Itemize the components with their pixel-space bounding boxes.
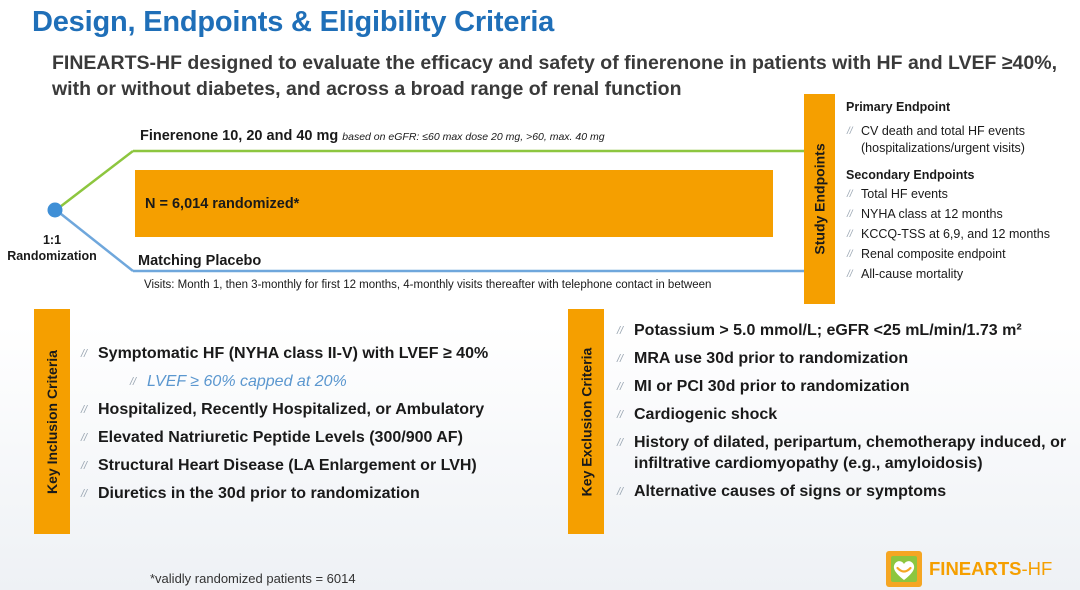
bullet-icon: //: [81, 460, 88, 472]
bullet-icon: //: [847, 189, 853, 200]
list-subitem: //LVEF ≥ 60% capped at 20%: [81, 371, 551, 392]
list-item: //Cardiogenic shock: [617, 404, 1077, 425]
primary-endpoint-heading: Primary Endpoint: [846, 100, 951, 114]
footnote: *validly randomized patients = 6014: [150, 571, 356, 586]
list-item: //NYHA class at 12 months: [847, 207, 1003, 221]
bullet-icon: //: [617, 437, 624, 449]
heart-logo-icon: [886, 551, 922, 587]
randomization-diagram: [47, 149, 804, 273]
bullet-icon: //: [81, 488, 88, 500]
list-item: //Symptomatic HF (NYHA class II-V) with …: [81, 343, 551, 364]
visits-schedule: Visits: Month 1, then 3-monthly for firs…: [144, 279, 712, 291]
bullet-icon: //: [130, 376, 137, 388]
list-item: //CV death and total HF events (hospital…: [847, 124, 1025, 155]
bullet-icon: //: [617, 325, 624, 337]
placebo-arm-label: Matching Placebo: [138, 253, 262, 269]
list-item: //MI or PCI 30d prior to randomization: [617, 376, 1077, 397]
list-item: //Structural Heart Disease (LA Enlargeme…: [81, 455, 551, 476]
bullet-icon: //: [847, 126, 853, 137]
exclusion-criteria-tab: Key Exclusion Criteria: [568, 309, 604, 534]
randomization-text: Randomization: [7, 249, 97, 263]
bullet-icon: //: [847, 229, 853, 240]
list-item: //History of dilated, peripartum, chemot…: [617, 434, 1067, 472]
bullet-icon: //: [617, 353, 624, 365]
bullet-icon: //: [81, 432, 88, 444]
study-endpoints-tab: Study Endpoints: [804, 94, 835, 304]
logo-suffix: -HF: [1021, 558, 1053, 579]
list-item: //Alternative causes of signs or symptom…: [617, 481, 1077, 502]
n-randomized-box: N = 6,014 randomized*: [135, 170, 773, 237]
randomization-dot: [47, 202, 63, 218]
bullet-icon: //: [617, 381, 624, 393]
n-randomized-text: N = 6,014 randomized*: [145, 195, 300, 212]
bullet-icon: //: [847, 209, 853, 220]
list-item: //Total HF events: [847, 187, 948, 201]
list-item: //Renal composite endpoint: [847, 247, 1006, 261]
bullet-icon: //: [81, 348, 88, 360]
finerenone-dose-note: based on eGFR: ≤60 max dose 20 mg, >60, …: [342, 131, 605, 143]
study-endpoints-tab-label: Study Endpoints: [811, 143, 828, 255]
finerenone-dose: Finerenone 10, 20 and 40 mg: [140, 128, 339, 144]
inclusion-criteria-tab: Key Inclusion Criteria: [34, 309, 70, 534]
secondary-endpoints-list: //Total HF events //NYHA class at 12 mon…: [846, 186, 1076, 283]
list-item: //Hospitalized, Recently Hospitalized, o…: [81, 399, 551, 420]
list-item: //Diuretics in the 30d prior to randomiz…: [81, 483, 551, 504]
exclusion-criteria-list: //Potassium > 5.0 mmol/L; eGFR <25 mL/mi…: [617, 320, 1077, 509]
inclusion-criteria-tab-label: Key Inclusion Criteria: [44, 349, 60, 494]
bullet-icon: //: [617, 409, 624, 421]
secondary-endpoints-heading: Secondary Endpoints: [846, 168, 975, 182]
list-item: //MRA use 30d prior to randomization: [617, 348, 1077, 369]
bullet-icon: //: [847, 269, 853, 280]
list-item: //All-cause mortality: [847, 267, 964, 281]
randomization-label: 1:1 Randomization: [0, 232, 104, 264]
primary-endpoint-list: //CV death and total HF events (hospital…: [846, 123, 1076, 157]
finerenone-arm-label: Finerenone 10, 20 and 40 mg based on eGF…: [140, 128, 605, 144]
page-subtitle: FINEARTS-HF designed to evaluate the eff…: [52, 52, 1058, 100]
endpoints-panel: Primary Endpoint //CV death and total HF…: [846, 98, 1076, 286]
finerenone-arm-branch: [55, 150, 134, 211]
randomization-ratio: 1:1: [42, 233, 62, 247]
logo-name: FINEARTS: [929, 558, 1022, 579]
logo-text: FINEARTS-HF: [929, 558, 1052, 580]
bullet-icon: //: [847, 249, 853, 260]
placebo-arm-branch: [55, 209, 134, 272]
bullet-icon: //: [617, 486, 624, 498]
list-item: //KCCQ-TSS at 6,9, and 12 months: [847, 227, 1050, 241]
bullet-icon: //: [81, 404, 88, 416]
page-title: Design, Endpoints & Eligibility Criteria: [32, 6, 555, 38]
exclusion-criteria-tab-label: Key Exclusion Criteria: [578, 347, 594, 496]
finearts-hf-logo: FINEARTS-HF: [885, 550, 1052, 588]
list-item: //Elevated Natriuretic Peptide Levels (3…: [81, 427, 551, 448]
inclusion-criteria-list: //Symptomatic HF (NYHA class II-V) with …: [81, 343, 551, 511]
list-item: //Potassium > 5.0 mmol/L; eGFR <25 mL/mi…: [617, 320, 1077, 341]
